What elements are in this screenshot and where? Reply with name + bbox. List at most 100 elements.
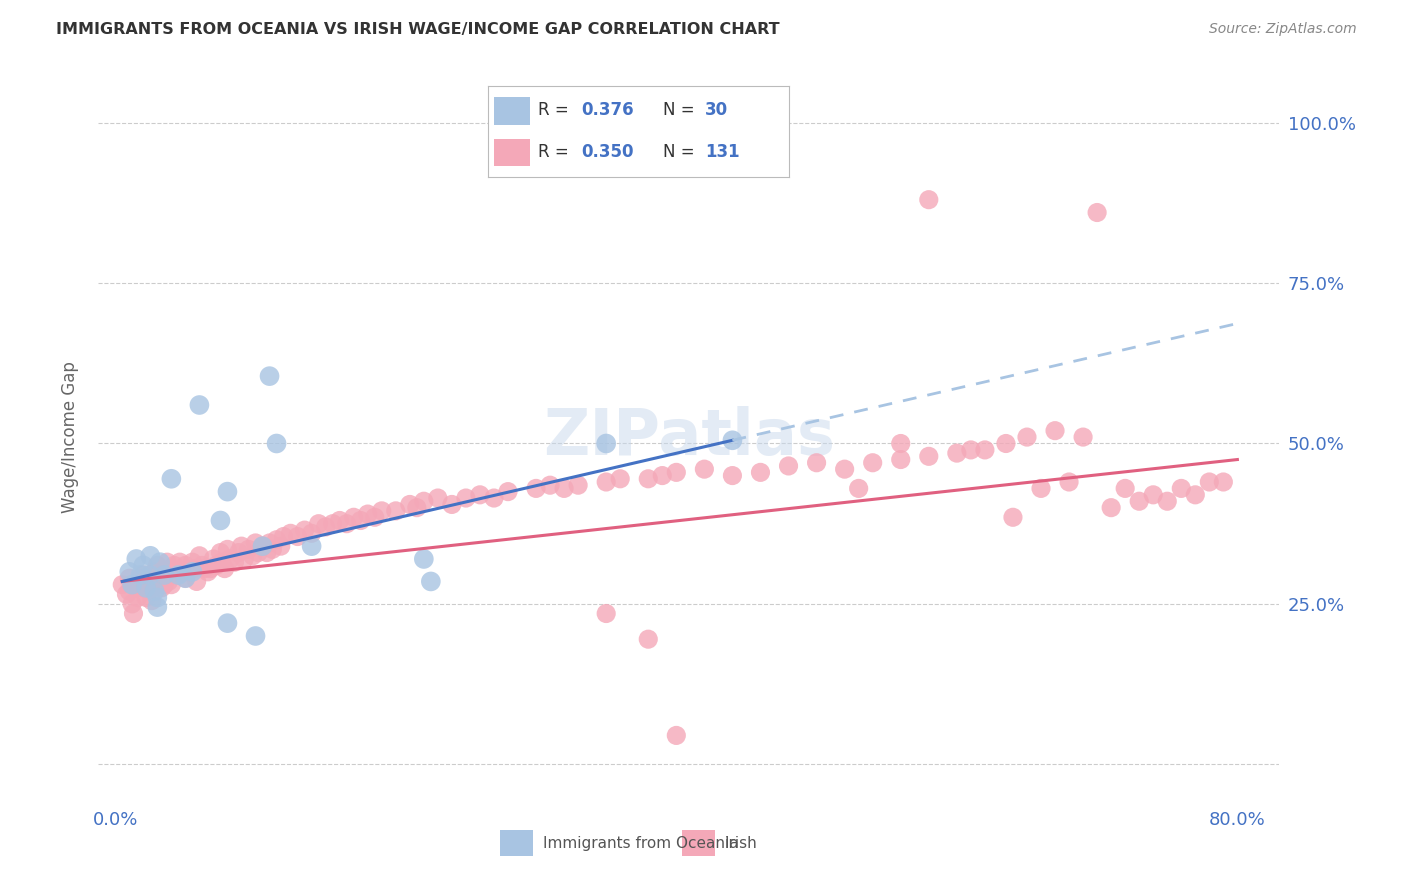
Point bbox=[308, 516, 330, 531]
Point bbox=[233, 552, 256, 566]
Point bbox=[153, 565, 176, 579]
Point bbox=[496, 484, 519, 499]
Point bbox=[121, 577, 143, 591]
Point bbox=[146, 577, 169, 591]
Point bbox=[1001, 510, 1024, 524]
Point bbox=[191, 558, 214, 573]
Point bbox=[135, 581, 157, 595]
Point bbox=[946, 446, 969, 460]
Point bbox=[169, 555, 191, 569]
Point bbox=[143, 565, 166, 579]
Point bbox=[1071, 430, 1094, 444]
Point bbox=[553, 482, 575, 496]
Point bbox=[129, 571, 152, 585]
Point bbox=[301, 526, 323, 541]
Point bbox=[122, 607, 145, 621]
Point bbox=[595, 607, 617, 621]
Point bbox=[426, 491, 449, 505]
Point bbox=[273, 529, 295, 543]
Point bbox=[252, 539, 274, 553]
Point bbox=[252, 539, 274, 553]
Point bbox=[186, 574, 208, 589]
Point bbox=[183, 561, 205, 575]
Point bbox=[973, 442, 995, 457]
Point bbox=[567, 478, 589, 492]
Point bbox=[721, 468, 744, 483]
Point bbox=[266, 436, 288, 450]
Point bbox=[890, 452, 912, 467]
Point bbox=[270, 539, 292, 553]
Point bbox=[194, 561, 217, 575]
Point bbox=[228, 545, 250, 559]
Text: ZIPatlas: ZIPatlas bbox=[543, 406, 835, 468]
Point bbox=[121, 597, 143, 611]
Point bbox=[1212, 475, 1234, 489]
Point bbox=[157, 574, 180, 589]
Point bbox=[994, 436, 1017, 450]
Text: IMMIGRANTS FROM OCEANIA VS IRISH WAGE/INCOME GAP CORRELATION CHART: IMMIGRANTS FROM OCEANIA VS IRISH WAGE/IN… bbox=[56, 22, 780, 37]
Point bbox=[111, 577, 134, 591]
Point bbox=[129, 568, 152, 582]
Point bbox=[1057, 475, 1080, 489]
Point bbox=[259, 369, 281, 384]
Point bbox=[224, 555, 246, 569]
Point bbox=[135, 591, 157, 605]
Point bbox=[202, 552, 225, 566]
Point bbox=[209, 514, 232, 528]
Point bbox=[160, 561, 183, 575]
Point bbox=[266, 533, 288, 547]
Point bbox=[118, 584, 141, 599]
Point bbox=[149, 555, 172, 569]
Point bbox=[150, 581, 173, 595]
Point bbox=[693, 462, 716, 476]
Point bbox=[1170, 482, 1192, 496]
Point bbox=[146, 600, 169, 615]
Point bbox=[149, 571, 172, 585]
Point bbox=[219, 552, 242, 566]
Point bbox=[1184, 488, 1206, 502]
Point bbox=[259, 536, 281, 550]
Point bbox=[143, 584, 166, 599]
Point bbox=[1114, 482, 1136, 496]
Point bbox=[1198, 475, 1220, 489]
Point bbox=[806, 456, 828, 470]
Point bbox=[1099, 500, 1122, 515]
Point bbox=[188, 398, 211, 412]
Point bbox=[181, 555, 204, 569]
Point bbox=[127, 591, 149, 605]
Point bbox=[174, 571, 197, 585]
Point bbox=[141, 593, 163, 607]
Point bbox=[1156, 494, 1178, 508]
Point bbox=[721, 434, 744, 448]
Point bbox=[371, 504, 394, 518]
Point bbox=[280, 526, 302, 541]
Point bbox=[778, 458, 800, 473]
Point bbox=[482, 491, 505, 505]
Point bbox=[242, 549, 264, 563]
Point bbox=[595, 436, 617, 450]
Point bbox=[118, 565, 141, 579]
Point bbox=[637, 472, 659, 486]
Point bbox=[160, 472, 183, 486]
Point bbox=[412, 552, 434, 566]
Point bbox=[749, 466, 772, 480]
Point bbox=[329, 514, 352, 528]
Point bbox=[1015, 430, 1038, 444]
Point bbox=[665, 466, 688, 480]
Point bbox=[524, 482, 547, 496]
Point bbox=[440, 498, 463, 512]
Point bbox=[146, 558, 169, 573]
Point bbox=[132, 558, 155, 573]
Point bbox=[166, 568, 188, 582]
Point bbox=[315, 520, 337, 534]
Point bbox=[256, 545, 278, 559]
Point bbox=[118, 571, 141, 585]
Point bbox=[364, 510, 387, 524]
Point bbox=[125, 552, 148, 566]
Point bbox=[848, 482, 870, 496]
Point bbox=[454, 491, 477, 505]
Point bbox=[1029, 482, 1052, 496]
Point bbox=[115, 587, 138, 601]
Point bbox=[862, 456, 884, 470]
Point bbox=[125, 581, 148, 595]
